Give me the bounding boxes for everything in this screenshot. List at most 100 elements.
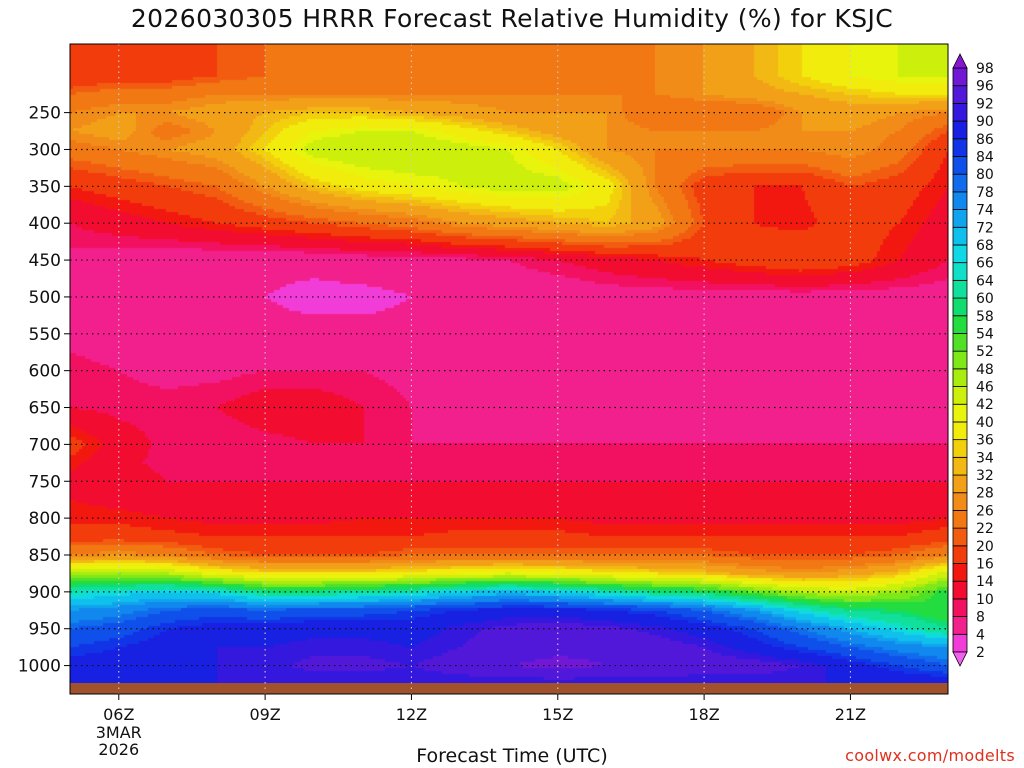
colorbar-label: 86 (976, 132, 994, 148)
colorbar-box (952, 297, 968, 317)
colorbar-label: 36 (976, 433, 994, 449)
colorbar-box (952, 120, 968, 140)
colorbar-box (952, 545, 968, 564)
colorbar-box (952, 244, 968, 264)
colorbar-label: 4 (976, 627, 985, 643)
colorbar-label: 32 (976, 468, 994, 484)
y-tick-label: 450 (29, 251, 61, 271)
y-tick-label: 1000 (18, 657, 61, 677)
colorbar-box (952, 350, 968, 370)
colorbar-label: 10 (976, 592, 994, 608)
colorbar-box (952, 492, 968, 511)
x-tick-label: 18Z (688, 705, 719, 724)
terrain-strip (70, 683, 948, 694)
colorbar-box (952, 368, 968, 387)
colorbar-box (952, 580, 968, 600)
colorbar-label: 72 (976, 220, 994, 236)
colorbar-label: 60 (976, 291, 994, 307)
y-tick-label: 750 (29, 472, 61, 492)
colorbar-label: 84 (976, 149, 994, 165)
colorbar-box (952, 279, 968, 299)
colorbar-box (952, 598, 968, 618)
colorbar-label: 74 (976, 203, 994, 219)
colorbar: 2481014162022262832343640424648525458606… (952, 53, 994, 667)
colorbar-box (952, 85, 968, 104)
colorbar-box (952, 633, 968, 653)
y-tick-label: 600 (29, 362, 61, 382)
y-tick-label: 300 (29, 140, 61, 160)
colorbar-label: 42 (976, 397, 994, 413)
colorbar-label: 28 (976, 486, 994, 502)
colorbar-label: 92 (976, 96, 994, 112)
colorbar-label: 54 (976, 326, 994, 342)
colorbar-box (952, 102, 968, 122)
y-tick-label: 550 (29, 325, 61, 345)
colorbar-label: 80 (976, 167, 994, 183)
colorbar-box (952, 421, 968, 441)
colorbar-label: 20 (976, 539, 994, 555)
colorbar-label: 78 (976, 185, 994, 201)
chart-title: 2026030305 HRRR Forecast Relative Humidi… (130, 4, 894, 33)
colorbar-box (952, 527, 968, 547)
colorbar-box (952, 510, 968, 529)
colorbar-label: 98 (976, 61, 994, 77)
colorbar-box (952, 333, 968, 352)
colorbar-label: 96 (976, 79, 994, 95)
x-tick-label: 15Z (542, 705, 573, 724)
colorbar-label: 40 (976, 415, 994, 431)
x-tick-label: 12Z (396, 705, 427, 724)
colorbar-box (952, 474, 968, 494)
y-tick-label: 500 (29, 288, 61, 308)
colorbar-box (952, 209, 968, 228)
colorbar-label: 48 (976, 362, 994, 378)
colorbar-box (952, 173, 968, 193)
date-label: 3MAR (96, 723, 142, 742)
colorbar-box (952, 563, 968, 582)
x-tick-label: 09Z (249, 705, 280, 724)
colorbar-label: 8 (976, 610, 985, 626)
colorbar-label: 16 (976, 557, 994, 573)
y-tick-label: 850 (29, 546, 61, 566)
y-tick-label: 650 (29, 399, 61, 419)
colorbar-box (952, 226, 968, 246)
colorbar-box (952, 386, 968, 405)
y-tick-label: 800 (29, 509, 61, 529)
colorbar-label: 46 (976, 380, 994, 396)
source-credit[interactable]: coolwx.com/modelts (845, 746, 1015, 765)
colorbar-max-triangle (952, 53, 968, 69)
colorbar-box (952, 403, 968, 423)
colorbar-box (952, 456, 968, 476)
colorbar-label: 68 (976, 238, 994, 254)
colorbar-label: 52 (976, 344, 994, 360)
colorbar-box (952, 439, 968, 458)
colorbar-min-triangle (952, 651, 968, 667)
colorbar-label: 26 (976, 503, 994, 519)
y-tick-label: 350 (29, 177, 61, 197)
colorbar-label: 14 (976, 574, 994, 590)
colorbar-box (952, 191, 968, 210)
colorbar-box (952, 156, 968, 175)
date-label: 2026 (98, 740, 139, 759)
x-axis-label: Forecast Time (UTC) (416, 745, 608, 767)
colorbar-label: 66 (976, 256, 994, 272)
colorbar-label: 22 (976, 521, 994, 537)
colorbar-label: 34 (976, 450, 994, 466)
colorbar-box (952, 315, 968, 334)
y-tick-label: 950 (29, 620, 61, 640)
x-tick-label: 06Z (103, 705, 134, 724)
humidity-field (70, 44, 948, 694)
y-tick-label: 700 (29, 435, 61, 455)
colorbar-label: 58 (976, 309, 994, 325)
y-tick-label: 400 (29, 214, 61, 234)
colorbar-box (952, 138, 968, 157)
colorbar-label: 64 (976, 273, 994, 289)
colorbar-label: 90 (976, 114, 994, 130)
plot-frame (69, 43, 949, 695)
colorbar-box (952, 67, 968, 87)
y-tick-label: 900 (29, 583, 61, 603)
y-tick-label: 250 (29, 104, 61, 124)
colorbar-box (952, 262, 968, 281)
x-tick-label: 21Z (835, 705, 866, 724)
colorbar-box (952, 616, 968, 635)
